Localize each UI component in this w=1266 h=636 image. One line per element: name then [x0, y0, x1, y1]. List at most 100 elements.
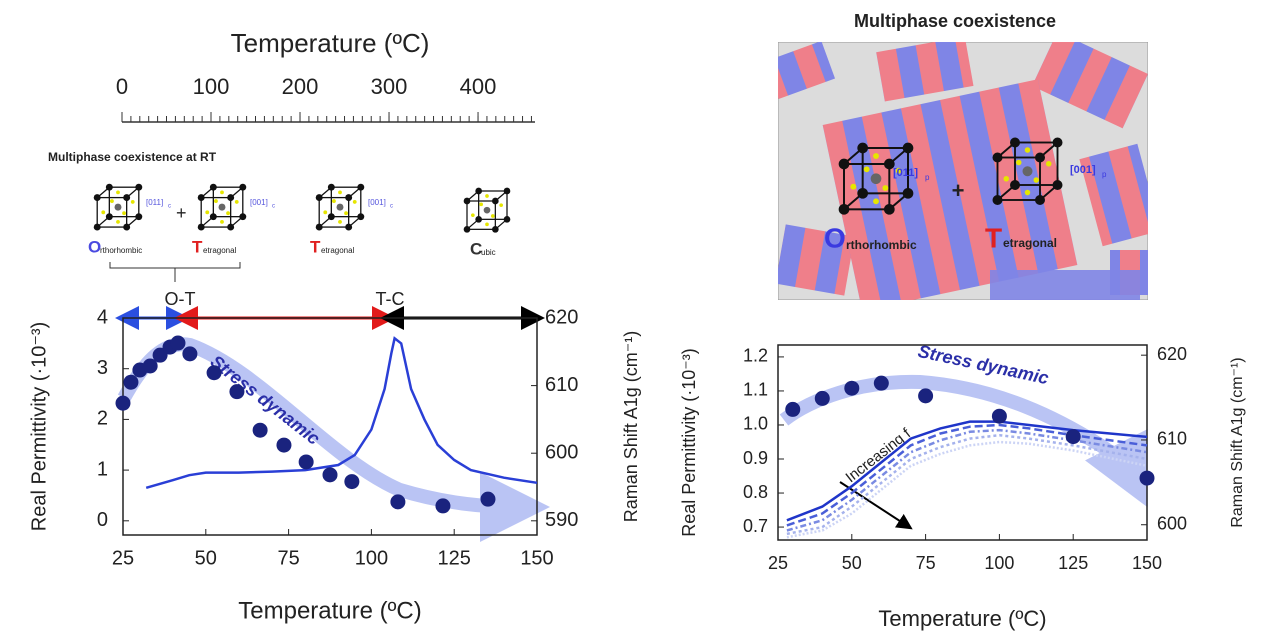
- y2-tick-label: 600: [1157, 513, 1187, 533]
- image-title: Multiphase coexistence: [854, 11, 1056, 31]
- y2-tick-label: 610: [1157, 429, 1187, 449]
- phase-initial: T: [310, 237, 321, 256]
- data-point: [252, 422, 268, 438]
- data-point: [1139, 470, 1155, 486]
- x-tick-label: 100: [355, 547, 388, 569]
- plus: +: [952, 178, 965, 203]
- phase-initial: T: [192, 237, 203, 256]
- trend-arrow: [117, 337, 550, 542]
- y2-tick-label: 590: [545, 509, 578, 531]
- y-tick-label: 1.0: [743, 414, 768, 434]
- y-tick-label: 1.2: [743, 346, 768, 366]
- direction-sub: p: [925, 173, 930, 182]
- tick-label: 400: [460, 74, 497, 99]
- x-axis-title: Temperature (ºC): [238, 597, 421, 624]
- x-tick-label: 50: [195, 547, 217, 569]
- tick-label: 200: [282, 74, 319, 99]
- data-point: [322, 467, 338, 483]
- data-point: [152, 347, 168, 363]
- data-point: [435, 498, 451, 514]
- cube-icon: [315, 183, 365, 232]
- direction: [001]: [368, 198, 386, 207]
- phase-initial: T: [985, 222, 1002, 253]
- data-point: [344, 474, 360, 490]
- data-point: [170, 335, 186, 351]
- y2-axis-title: Raman Shift A1g (cm⁻¹): [621, 331, 641, 523]
- cube-icon: [197, 183, 247, 232]
- x-tick-label: 25: [112, 547, 134, 569]
- direction-sub: p: [1102, 170, 1107, 179]
- data-point: [298, 454, 314, 470]
- annotation: O-T: [165, 289, 196, 309]
- plot-frame: [777, 344, 1148, 541]
- y2-axis-title: Raman Shift A1g (cm⁻¹): [1229, 357, 1246, 527]
- x-tick-label: 50: [842, 553, 862, 573]
- direction-sub: c: [390, 204, 393, 210]
- y-tick-label: 0: [97, 509, 108, 531]
- x-tick-label: 100: [984, 553, 1014, 573]
- data-point: [142, 358, 158, 374]
- data-point: [390, 494, 406, 510]
- x-tick-label: 125: [438, 547, 471, 569]
- y-tick-label: 0.8: [743, 482, 768, 502]
- microstructure: [778, 42, 1148, 300]
- y-axis-title: Real Permittivity (·10⁻³): [28, 322, 50, 531]
- data-point: [918, 388, 934, 404]
- data-point: [229, 384, 245, 400]
- x-tick-label: 150: [1132, 553, 1162, 573]
- direction: [001]: [250, 198, 268, 207]
- y-tick-label: 1: [97, 458, 108, 480]
- data-point: [115, 395, 131, 411]
- phase-rest: rthorhombic: [846, 238, 917, 252]
- y-tick-label: 0.7: [743, 516, 768, 536]
- x-axis-title: Temperature (ºC): [878, 606, 1046, 631]
- x-tick-label: 25: [768, 553, 788, 573]
- y-axis-title: Real Permittivity (·10⁻³): [679, 348, 699, 537]
- tick-label: 100: [193, 74, 230, 99]
- direction-sub: c: [272, 204, 275, 210]
- data-point: [844, 380, 860, 396]
- data-point: [991, 408, 1007, 424]
- data-line: [145, 336, 538, 490]
- x-tick-label: 75: [916, 553, 936, 573]
- data-line: [786, 428, 1148, 532]
- data-line: [786, 440, 1148, 539]
- trend-arrow: [779, 374, 1148, 508]
- y2-tick-label: 620: [1157, 344, 1187, 364]
- y-tick-label: 2: [97, 408, 108, 430]
- phase-initial: O: [824, 222, 846, 253]
- top-axis: 0 100 200 300 400: [116, 74, 535, 123]
- data-point: [1065, 429, 1081, 445]
- phase-rest: etragonal: [203, 246, 237, 255]
- data-line: [786, 433, 1148, 536]
- phase-rest: etragonal: [321, 246, 355, 255]
- x-tick-label: 150: [520, 547, 553, 569]
- plot-frame: [122, 317, 538, 536]
- annotation: T-C: [376, 289, 405, 309]
- x-tick-label: 125: [1058, 553, 1088, 573]
- tick-label: 0: [116, 74, 128, 99]
- direction: [001]: [1070, 164, 1096, 176]
- y-tick-label: 4: [97, 306, 108, 328]
- data-point: [206, 365, 222, 381]
- phase-initial: O: [88, 237, 101, 256]
- cube-icon: [463, 187, 511, 234]
- direction-sub: c: [168, 204, 171, 210]
- cube-icon: [93, 183, 143, 232]
- data-point: [276, 437, 292, 453]
- y2-tick-label: 620: [545, 306, 578, 328]
- direction: [011]: [893, 167, 918, 179]
- plus: +: [176, 203, 187, 223]
- phase-rest: ubic: [481, 248, 496, 257]
- y-tick-label: 1.1: [743, 380, 768, 400]
- y-tick-label: 0.9: [743, 448, 768, 468]
- top-axis-title: Temperature (ºC): [231, 28, 430, 58]
- data-point: [480, 491, 496, 507]
- phase-title: Multiphase coexistence at RT: [48, 150, 217, 164]
- data-point: [182, 346, 198, 362]
- data-point: [123, 374, 139, 390]
- data-line: [786, 423, 1148, 527]
- y2-tick-label: 610: [545, 374, 578, 396]
- bracket: [109, 262, 241, 282]
